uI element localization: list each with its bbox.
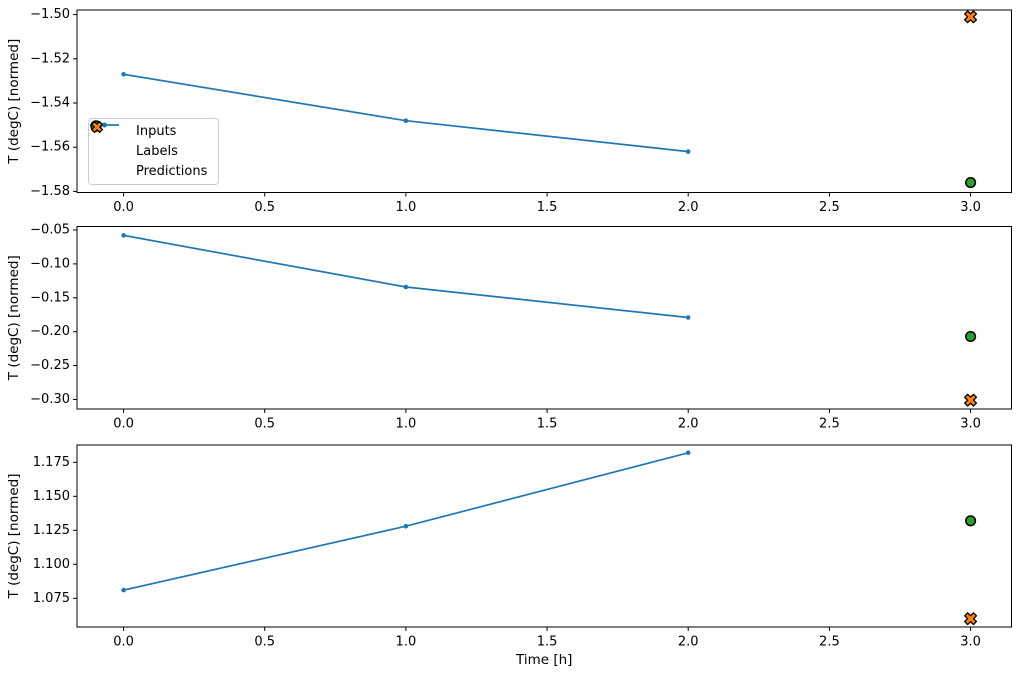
y-tick-label: −0.25 <box>30 358 70 373</box>
x-tick-label: 0.0 <box>113 635 134 650</box>
x-axis-label: Time [h] <box>515 652 572 668</box>
series-point-inputs <box>403 118 409 123</box>
axes-frame <box>76 226 1012 410</box>
axes-frame <box>76 444 1012 628</box>
series-line-inputs <box>123 234 689 319</box>
y-tick-label: −0.30 <box>30 392 70 407</box>
x-tick-label: 0.0 <box>113 417 134 432</box>
y-axis-label: T (degC) [normed] <box>6 474 22 600</box>
y-axis-label: T (degC) [normed] <box>6 39 22 165</box>
legend-item-labels: Labels <box>90 120 212 162</box>
x-tick-label: 0.5 <box>254 200 275 215</box>
series-line-inputs <box>123 451 689 591</box>
series-point-inputs <box>121 72 126 77</box>
y-tick-label: −1.54 <box>30 96 70 111</box>
series-point-inputs <box>685 149 691 154</box>
x-tick-label: 1.0 <box>396 200 417 215</box>
series-point-inputs <box>403 523 409 529</box>
x-tick-label: 3.0 <box>960 200 981 215</box>
subplot-3: 1.075 1.100 1.125 1.150 1.175 0.0 0.5 1.0 1.5 2.0… <box>6 444 1012 668</box>
y-tick-label: −1.58 <box>30 184 70 199</box>
legend: Inputs Labels Predictions <box>88 118 219 185</box>
y-tick-label: −1.56 <box>30 140 70 155</box>
marker-circle-labels <box>965 515 977 527</box>
marker-circle-labels <box>965 177 977 189</box>
y-axis-label: T (degC) [normed] <box>6 255 22 381</box>
series-point-inputs <box>121 587 126 593</box>
series-point-inputs <box>403 284 409 290</box>
y-tick-label: 1.150 <box>33 489 70 504</box>
series-point-inputs <box>685 315 691 320</box>
legend-label-inputs: Inputs <box>136 124 177 140</box>
legend-label-predictions: Predictions <box>136 163 208 179</box>
legend-item-predictions: Predictions <box>90 120 212 181</box>
x-tick-label: 0.0 <box>113 200 134 215</box>
x-tick-label: 3.0 <box>960 635 981 650</box>
x-tick-label: 2.5 <box>819 417 840 432</box>
x-tick-label: 2.0 <box>678 417 699 432</box>
y-tick-label: 1.100 <box>33 557 70 572</box>
series-point-inputs <box>685 450 691 456</box>
x-tick-label: 1.5 <box>537 200 558 215</box>
series-point-inputs <box>121 233 126 238</box>
y-tick-label: −1.50 <box>30 7 70 22</box>
marker-x-predictions <box>964 612 978 626</box>
marker-x-predictions <box>964 10 978 24</box>
x-tick-label: 2.5 <box>819 635 840 650</box>
x-tick-label: 2.5 <box>819 200 840 215</box>
axes-frame <box>76 9 1012 193</box>
subplot-2: −0.30 −0.25 −0.20 −0.15 −0.10 −0.05 0.0 0.5 1.0 1… <box>6 223 1012 432</box>
legend-item-inputs: Inputs <box>90 122 212 142</box>
x-tick-label: 2.0 <box>678 635 699 650</box>
x-tick-label: 1.0 <box>396 417 417 432</box>
marker-circle-labels <box>965 330 977 343</box>
marker-x-predictions <box>964 393 978 407</box>
y-tick-label: 1.175 <box>33 455 70 470</box>
y-tick-label: −1.52 <box>30 51 70 66</box>
y-tick-label: −0.20 <box>30 324 70 339</box>
x-tick-label: 1.5 <box>537 635 558 650</box>
y-tick-label: 1.125 <box>33 523 70 538</box>
y-tick-label: −0.05 <box>30 223 70 238</box>
subplot-1: −1.58 −1.56 −1.54 −1.52 −1.50 0.0 0.5 1.0 1.5 2.0… <box>6 7 1012 215</box>
x-tick-label: 2.0 <box>678 200 699 215</box>
y-tick-label: −0.15 <box>30 290 70 305</box>
legend-label-labels: Labels <box>136 144 178 159</box>
x-tick-label: 0.5 <box>254 417 275 432</box>
x-tick-label: 0.5 <box>254 635 275 650</box>
y-tick-label: −0.10 <box>30 256 70 271</box>
x-tick-label: 1.0 <box>396 635 417 650</box>
x-tick-label: 3.0 <box>960 417 981 432</box>
x-tick-label: 1.5 <box>537 417 558 432</box>
y-tick-label: 1.075 <box>33 591 70 606</box>
